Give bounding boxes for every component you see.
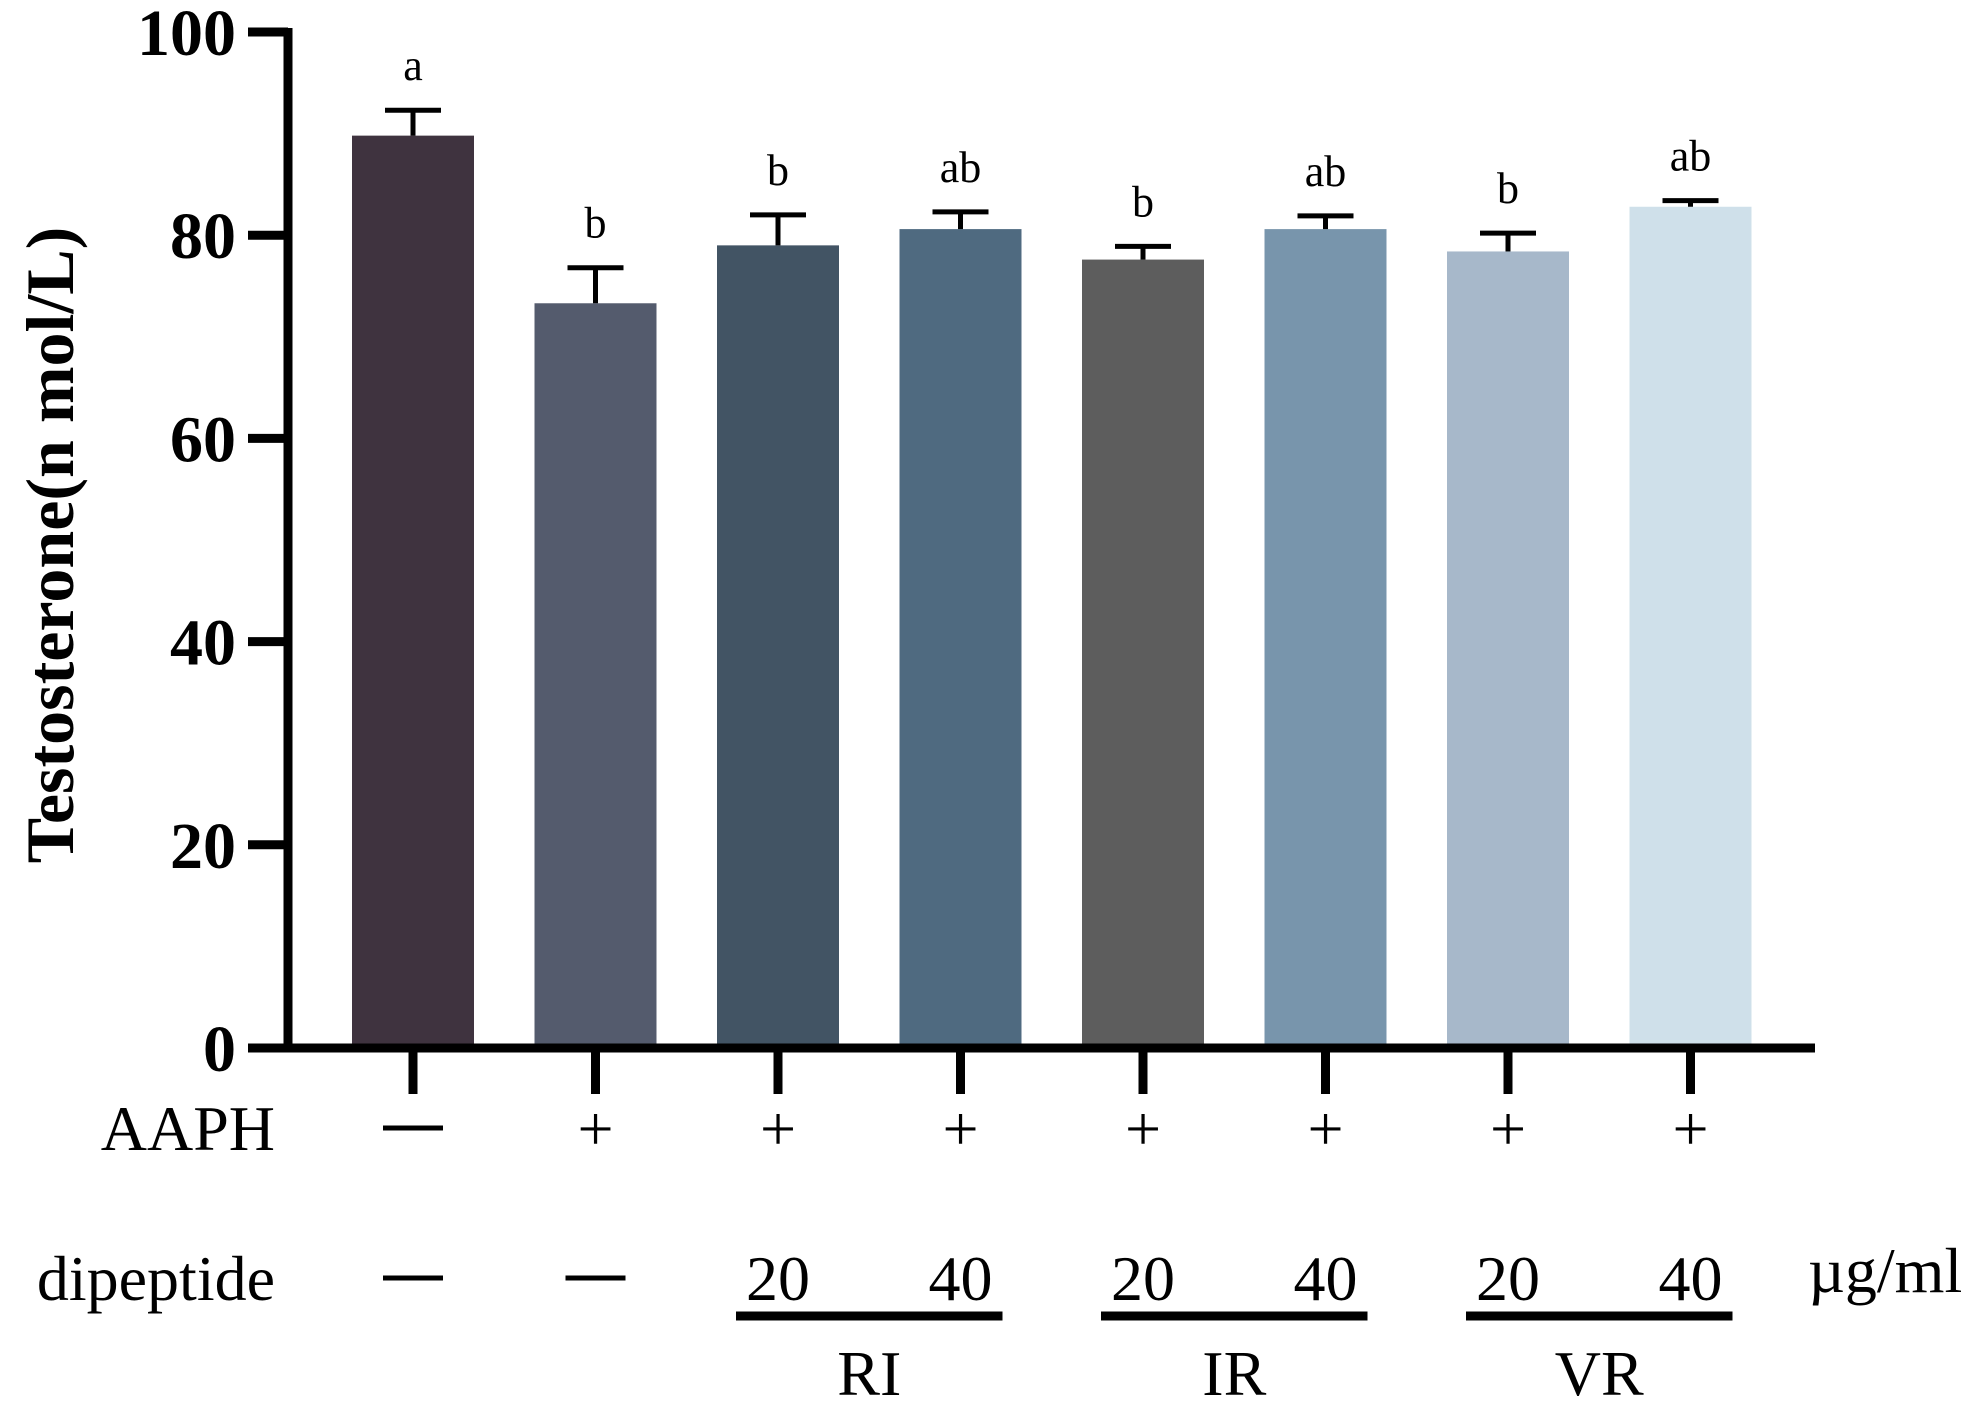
group-label-ri: RI: [837, 1338, 901, 1409]
y-tick-label-60: 60: [170, 403, 236, 476]
x-ticks-layer: [408, 1048, 1695, 1094]
bar-8: [1629, 206, 1752, 1048]
significance-label-1: a: [403, 41, 423, 90]
y-tick-label-20: 20: [170, 810, 236, 883]
dose-value: 40: [1294, 1243, 1358, 1314]
plus-sign: +: [942, 1093, 978, 1164]
bar-5: [1082, 259, 1204, 1049]
treatment-table: AAPH + + + + + + + dipeptide 20 40 20 40 20 40 µg/ml RI I…: [37, 1093, 1962, 1409]
group-label-ir: IR: [1202, 1338, 1266, 1409]
dose-value: 20: [1476, 1243, 1540, 1314]
bar-6: [1264, 229, 1387, 1048]
bar-2: [534, 303, 657, 1049]
y-ticks-layer: 0 20 40 60 80 100: [137, 0, 288, 1086]
plus-sign: +: [1307, 1093, 1343, 1164]
significance-label-7: b: [1497, 164, 1519, 213]
significance-label-5: b: [1132, 177, 1154, 226]
y-tick-label-0: 0: [203, 1013, 236, 1086]
plus-sign: +: [1490, 1093, 1526, 1164]
significance-label-6: ab: [1305, 147, 1347, 196]
y-axis-label: Testosterone(n mol/L): [12, 227, 88, 864]
error-bars-layer: [385, 107, 1719, 304]
significance-label-2: b: [585, 199, 607, 248]
dose-value: 40: [1659, 1243, 1723, 1314]
significance-label-4: ab: [940, 143, 982, 192]
y-tick-label-40: 40: [170, 607, 236, 680]
bar-4: [899, 229, 1022, 1048]
row-label-dipeptide: dipeptide: [37, 1243, 275, 1314]
unit-label: µg/ml: [1808, 1235, 1962, 1306]
y-tick-label-100: 100: [137, 0, 236, 70]
dose-value: 40: [929, 1243, 993, 1314]
dose-value: 20: [1111, 1243, 1175, 1314]
bar-7: [1447, 251, 1569, 1048]
bars-layer: [352, 135, 1752, 1049]
significance-label-3: b: [767, 146, 789, 195]
dose-value: 20: [746, 1243, 810, 1314]
plus-sign: +: [1672, 1093, 1708, 1164]
significance-label-8: ab: [1670, 132, 1712, 181]
axes-layer: [283, 28, 1815, 1053]
bar-3: [717, 245, 839, 1049]
bar-1: [352, 135, 474, 1048]
plus-sign: +: [577, 1093, 613, 1164]
plus-sign: +: [760, 1093, 796, 1164]
row-label-aaph: AAPH: [101, 1093, 275, 1164]
y-tick-label-80: 80: [170, 200, 236, 273]
plus-sign: +: [1125, 1093, 1161, 1164]
group-label-vr: VR: [1555, 1338, 1644, 1409]
